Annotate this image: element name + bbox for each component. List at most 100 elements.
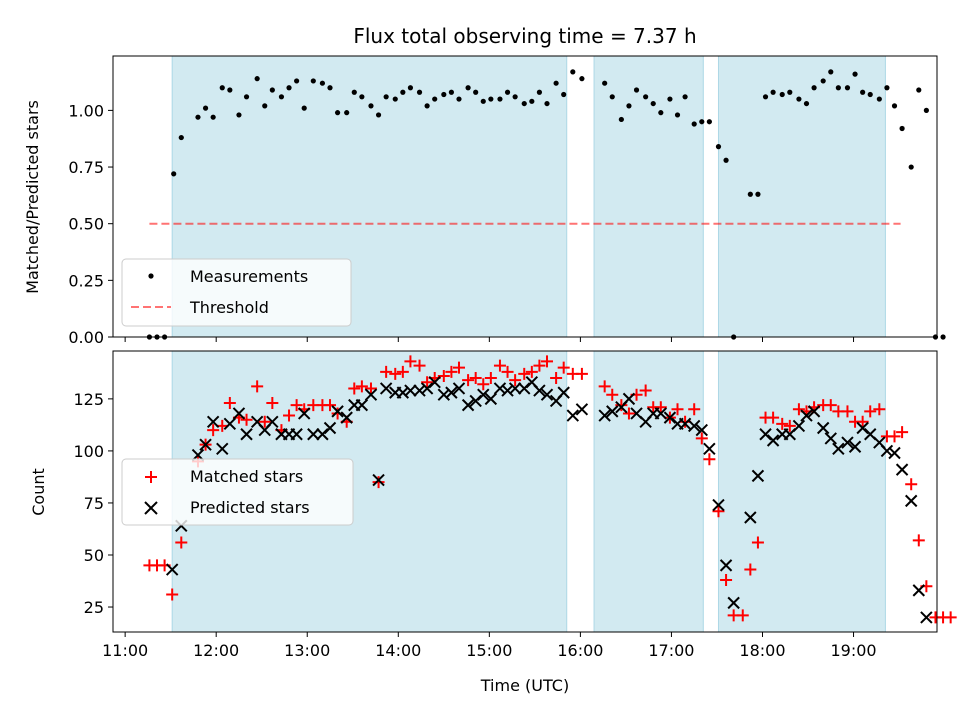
data-point [437, 369, 450, 382]
data-point [643, 94, 649, 100]
data-point [223, 397, 236, 410]
legend-bottom-box [121, 458, 354, 526]
x-tick-label: 16:00 [557, 641, 603, 660]
shaded-interval [717, 56, 886, 337]
data-point [712, 505, 725, 518]
data-point [484, 372, 497, 385]
data-point [504, 89, 511, 95]
y-tick-label: 0.00 [68, 328, 104, 347]
data-point [695, 432, 708, 445]
data-point [512, 94, 518, 100]
data-point [688, 403, 701, 416]
data-point [876, 96, 882, 102]
data-point [521, 100, 527, 107]
data-point [195, 114, 201, 120]
y-tick-label: 0.50 [68, 215, 104, 234]
y-tick-label: 1.00 [68, 101, 104, 120]
data-point [236, 112, 242, 118]
data-point [671, 403, 684, 416]
data-point [445, 365, 458, 378]
data-point [364, 382, 377, 395]
legend-measurements-label: Measurements [190, 267, 308, 286]
legend-top: Measurements Threshold [121, 258, 352, 327]
data-point [355, 398, 369, 412]
data-point [848, 440, 862, 453]
data-point [165, 563, 179, 576]
data-point [544, 100, 550, 107]
data-point [529, 98, 535, 104]
data-point [416, 89, 423, 95]
data-point [800, 409, 813, 422]
data-point [456, 96, 462, 102]
data-point [323, 421, 337, 435]
data-point [262, 103, 268, 109]
data-point [327, 85, 333, 91]
data-point [278, 94, 285, 100]
data-point [372, 476, 385, 489]
data-point [811, 85, 817, 91]
shaded-interval [593, 56, 704, 337]
x-ticks-top [124, 337, 855, 342]
x-tick-label: 18:00 [739, 641, 785, 660]
data-point [348, 382, 361, 395]
data-point [497, 96, 503, 102]
data-point [269, 87, 275, 93]
data-point [477, 388, 490, 401]
data-point [290, 399, 303, 412]
data-point [421, 376, 434, 389]
data-point [674, 112, 681, 118]
data-point [178, 134, 184, 141]
data-point [404, 384, 417, 397]
data-point [622, 407, 635, 420]
data-point [355, 380, 368, 393]
data-point [396, 365, 409, 378]
data-point [575, 403, 589, 416]
data-point [703, 442, 716, 456]
data-point [251, 380, 264, 393]
data-point [923, 107, 929, 113]
data-point [852, 71, 858, 77]
data-point [396, 386, 410, 399]
data-point [461, 398, 475, 412]
data-point [364, 388, 378, 401]
y-axis-ratio: 0.00 0.25 0.50 0.75 1.00 [68, 101, 113, 347]
data-point [783, 419, 796, 432]
data-point [344, 110, 350, 116]
data-point [448, 89, 455, 95]
data-point [807, 405, 821, 418]
data-point [602, 80, 608, 86]
x-tick-label: 19:00 [830, 641, 876, 660]
data-point [622, 392, 636, 406]
x-axis-time: 11:00 12:00 13:00 14:00 15:00 16:00 17:00 18:00… [102, 632, 877, 660]
data-point [488, 96, 494, 102]
data-point [301, 105, 307, 111]
data-point [828, 69, 834, 75]
data-point [796, 96, 802, 102]
data-point [873, 403, 886, 416]
data-point [566, 409, 580, 422]
legend-top-box [121, 258, 352, 327]
y-tick-label: 75 [84, 494, 104, 513]
data-point [615, 399, 628, 412]
data-point [553, 80, 559, 86]
y-tick-label: 0.25 [68, 271, 104, 290]
data-point [751, 536, 764, 549]
data-point [792, 403, 805, 416]
data-point [424, 103, 430, 109]
data-point [723, 157, 729, 163]
data-point [824, 399, 837, 412]
series [146, 69, 946, 340]
data-point [899, 125, 905, 132]
data-point [779, 91, 785, 98]
data-point [776, 417, 789, 430]
data-point [383, 94, 389, 100]
data-point [452, 382, 466, 395]
y-tick-label: 125 [73, 390, 104, 409]
data-point [888, 430, 901, 443]
data-point [400, 89, 406, 95]
data-point [598, 409, 611, 422]
data-point [856, 415, 869, 428]
count-series [143, 355, 957, 624]
data-point [864, 405, 877, 418]
